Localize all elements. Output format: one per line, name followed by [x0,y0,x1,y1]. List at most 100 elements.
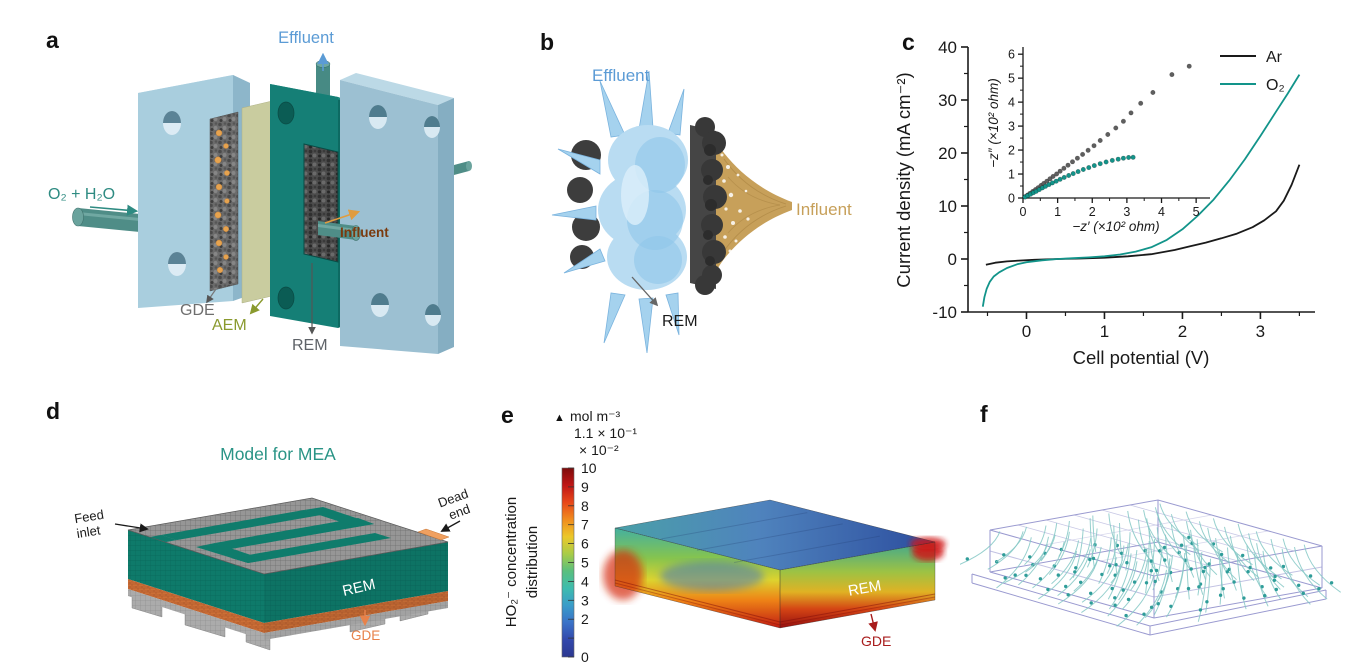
streamline [1108,553,1132,610]
streamline-arrow-dot [1113,596,1117,600]
streamline [1121,559,1149,610]
streamline [1116,572,1155,627]
streamline [1236,554,1247,610]
scatter-point-Ar [1113,125,1119,131]
streamline-arrow-dot [1153,579,1157,584]
flow-channels [150,507,391,563]
panel-b: b [500,5,890,385]
streamline-arrow-dot [1073,570,1077,574]
streamline-arrow-dot [1273,574,1277,579]
dead-end-port [417,528,450,541]
streamline-arrow-dot [1132,580,1137,584]
x-axis-label: Cell potential (V) [1073,347,1210,368]
feed-label: O₂ + H₂O [48,186,115,203]
scatter-point-O₂ [1086,165,1092,171]
streamline [1166,563,1185,618]
streamline [1256,543,1281,590]
scatter-point-Ar [1074,155,1080,161]
y-tick-label: 0 [948,250,957,269]
streamline-arrow-dot [1108,564,1112,568]
colorbar-multiplier: × 10⁻² [579,442,619,458]
streamline-arrow-dot [1089,601,1093,605]
streamline-plot [956,499,1341,636]
scatter-point-Ar [1054,171,1060,177]
streamline-arrow-dot [1013,573,1017,577]
feed-inlet-tube [72,207,140,232]
bolt-hole [424,116,440,138]
streamline-arrow-dot [1198,608,1203,612]
cell-frame [270,60,351,328]
curve-Ar [985,164,1301,266]
streamline [1193,541,1204,595]
mea-model-diagram: Model for MEA [73,444,472,651]
concentration-heatmap: ▲ mol m⁻³ 1.1 × 10⁻¹ × 10⁻² 10987654320 … [503,408,946,665]
panel-c: c 0 1 2 3 -10 0 10 20 30 40 Cell potential (V) Cu… [890,15,1358,390]
streamline-arrow-dot [1046,587,1050,592]
streamline-arrow-dot [1125,561,1129,565]
streamline-arrow-dot [1149,559,1154,563]
scatter-point-Ar [1050,173,1056,179]
streamline [1107,545,1125,600]
streamline [1294,547,1328,600]
scatter-point-Ar [1120,118,1126,124]
streamline [1025,534,1056,573]
panel-d-letter: d [46,398,61,424]
streamline-arrow-dot [1121,588,1125,592]
inset-x-tick-label: 5 [1193,205,1200,219]
streamline [996,537,1032,589]
gde-layer [209,111,239,292]
streamline-arrow-dot [1297,583,1301,587]
streamline-arrow-dot [1113,603,1117,607]
rem-label: REM [662,313,698,330]
scatter-point-Ar [1091,143,1097,149]
streamline-arrow-dot [1056,573,1060,577]
streamline-arrow-dot [1221,587,1225,591]
curve-O₂ [981,74,1301,307]
colorbar-axis-line2: distribution [524,526,541,599]
bolt-hole [425,304,441,326]
rem-window [303,143,339,263]
scatter-point-Ar [1057,168,1063,174]
feed-inlet-annotation: Feed inlet [73,507,105,541]
panel-a: a [20,5,500,385]
colorbar-tick-label: 8 [581,498,589,514]
scatter-point-O₂ [1061,174,1067,180]
scatter-point-O₂ [1070,171,1076,177]
streamline-arrow-dot [1225,570,1229,574]
rem-pointer-arrow [631,276,659,307]
funnel-pores [720,153,750,253]
scatter-point-O₂ [1120,155,1126,161]
streamline-arrow-dot [1091,556,1096,561]
colorbar-tick-label: 3 [581,592,589,608]
panel-a-letter: a [46,27,59,53]
streamline-arrow-dot [1189,567,1193,571]
inset-y-tick-label: 3 [1008,120,1015,134]
streamline-arrow-dot [1179,543,1184,547]
aem-pointer-arrow [249,298,264,315]
streamline-arrow-dot [1205,600,1209,604]
colorbar-tick-label: 10 [581,460,597,476]
inset-x-tick-label: 1 [1054,205,1061,219]
bolt-hole [163,111,181,135]
scatter-point-Ar [1138,100,1144,106]
effluent-label: Effluent [592,66,650,85]
streamline [1144,565,1171,619]
influent-funnel [710,129,792,283]
streamline-arrow-dot [1100,572,1104,577]
scatter-point-Ar [1105,132,1111,138]
legend-label-ar: Ar [1266,49,1283,66]
streamline-arrow-dot [1219,552,1224,557]
streamline-arrow-dot [1110,586,1114,591]
rem-membrane [690,117,727,295]
x-tick-label: 1 [1100,322,1109,341]
influent-arrow [324,209,361,224]
streamline [1106,534,1118,574]
gde-label: GDE [180,302,215,319]
colorbar-tick-label: 0 [581,649,589,665]
effluent-label: Effluent [278,29,334,47]
scatter-point-O₂ [1130,154,1136,160]
x-tick-label: 0 [1022,322,1031,341]
scatter-point-O₂ [1053,178,1059,184]
streamline-arrow-dot [1079,580,1083,584]
streamline-arrow-dot [1218,593,1223,597]
